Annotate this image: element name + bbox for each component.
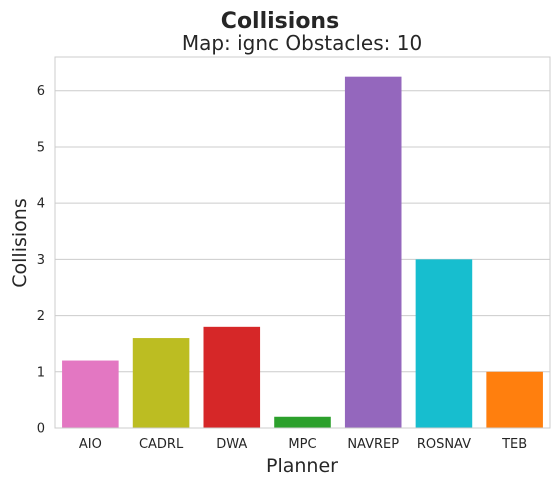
- y-tick-label: 4: [37, 197, 45, 212]
- bar-navrep: [344, 76, 402, 428]
- chart-title: Collisions: [221, 9, 339, 34]
- y-tick-labels: 0 1 2 3 4 5 6: [37, 84, 45, 436]
- y-tick-label: 5: [37, 140, 45, 155]
- y-tick-label: 3: [37, 253, 45, 268]
- x-tick-label-rosnav: ROSNAV: [417, 437, 471, 452]
- x-tick-labels: AIO CADRL DWA MPC NAVREP ROSNAV TEB: [79, 437, 527, 452]
- bar-teb: [486, 371, 543, 428]
- y-tick-label: 1: [37, 365, 45, 380]
- bars: [62, 76, 543, 428]
- y-tick-label: 2: [37, 309, 45, 324]
- x-tick-label-teb: TEB: [501, 437, 527, 452]
- x-tick-label-aio: AIO: [79, 437, 102, 452]
- y-tick-label: 0: [37, 422, 45, 437]
- y-axis-label: Collisions: [9, 198, 31, 287]
- chart-subtitle: Map: ignc Obstacles: 10: [182, 31, 422, 55]
- bar-mpc: [274, 416, 331, 428]
- x-tick-label-mpc: MPC: [288, 437, 316, 452]
- x-axis-label: Planner: [266, 455, 338, 477]
- bar-aio: [62, 360, 119, 428]
- x-tick-label-navrep: NAVREP: [347, 437, 399, 452]
- bar-rosnav: [415, 259, 473, 428]
- bar-dwa: [203, 326, 261, 428]
- x-tick-label-dwa: DWA: [216, 437, 247, 452]
- y-tick-label: 6: [37, 84, 45, 99]
- bar-cadrl: [132, 338, 190, 428]
- x-tick-label-cadrl: CADRL: [139, 437, 184, 452]
- plot-frame: [54, 56, 551, 429]
- y-gridlines: [55, 90, 550, 429]
